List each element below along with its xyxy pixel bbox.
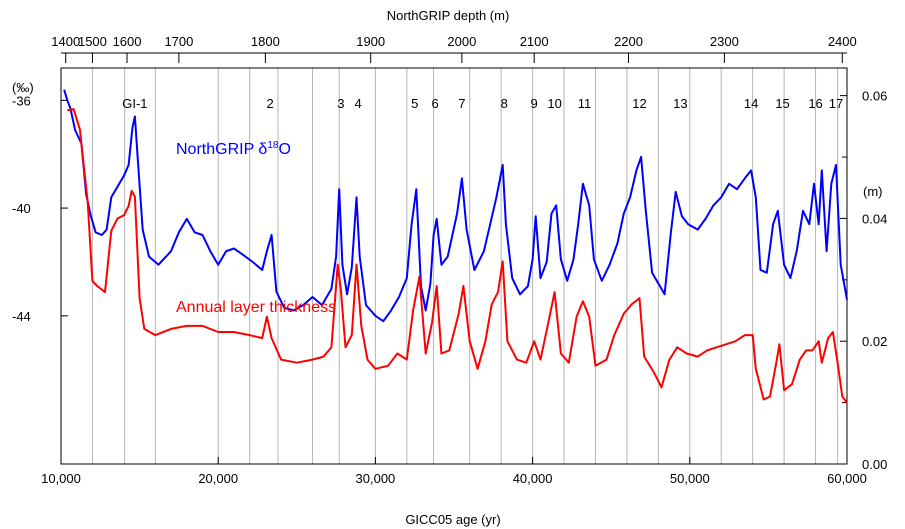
bottom-axis-title: GICC05 age (yr) <box>405 512 500 527</box>
interstadial-label: 9 <box>531 96 538 111</box>
bottom-axis-tick-label: 20,000 <box>198 471 238 486</box>
left-axis: -36 -40 -44 <box>12 93 68 324</box>
top-axis-tick-label: 2100 <box>520 34 549 49</box>
top-axis-tick-label: 2200 <box>614 34 643 49</box>
top-axis-tick-label: 1500 <box>78 34 107 49</box>
top-axis-tick-label: 2300 <box>710 34 739 49</box>
series-label-d18o-base: NorthGRIP δ <box>176 141 267 158</box>
right-axis-unit: (m) <box>863 184 883 199</box>
left-axis-unit: (‰) <box>12 80 34 95</box>
interstadial-label: 6 <box>432 96 439 111</box>
interstadial-label: 10 <box>547 96 561 111</box>
series-label-thickness: Annual layer thickness <box>176 299 336 316</box>
right-axis-tick-label: 0.02 <box>862 334 887 349</box>
right-axis-tick-label: 0.04 <box>862 211 887 226</box>
top-axis-tick-label: 1600 <box>113 34 142 49</box>
interstadial-label: 11 <box>578 96 592 111</box>
series-line-layer-thickness <box>67 108 848 404</box>
interstadial-label: 5 <box>411 96 418 111</box>
left-axis-tick-label: -44 <box>12 309 31 324</box>
top-axis-tick-label: 1900 <box>356 34 385 49</box>
top-axis-tick-label: 1400 <box>51 34 80 49</box>
top-axis-tick-label: 2000 <box>447 34 476 49</box>
interstadial-label: 12 <box>632 96 646 111</box>
right-axis-tick-label: 0.00 <box>862 457 887 472</box>
plot-frame <box>60 67 848 465</box>
bottom-axis-tick-label: 50,000 <box>670 471 710 486</box>
right-axis-tick-label: 0.06 <box>862 89 887 104</box>
interstadial-label: 14 <box>744 96 758 111</box>
interstadial-label: 7 <box>458 96 465 111</box>
top-axis-tick-label: 1700 <box>164 34 193 49</box>
interstadial-label: 13 <box>673 96 687 111</box>
left-axis-tick-label: -36 <box>12 93 31 108</box>
series-line-d18o <box>63 89 848 323</box>
interstadial-label: 16 <box>808 96 822 111</box>
interstadial-label: 8 <box>501 96 508 111</box>
bottom-axis-tick-label: 10,000 <box>41 471 81 486</box>
interstadial-label: 3 <box>337 96 344 111</box>
bottom-axis-tick-label: 40,000 <box>513 471 553 486</box>
top-axis-tick-label: 1800 <box>251 34 280 49</box>
top-axis-title: NorthGRIP depth (m) <box>387 8 510 23</box>
series-label-d18o-sup: 18 <box>267 140 279 151</box>
interstadial-label: 4 <box>354 96 361 111</box>
bottom-axis-tick-label: 60,000 <box>827 471 867 486</box>
interstadial-label: GI-1 <box>122 96 147 111</box>
interstadial-label: 15 <box>775 96 789 111</box>
top-axis-tick-label: 2400 <box>828 34 857 49</box>
right-axis: 0.00 0.02 0.04 0.06 <box>840 89 887 472</box>
interstadial-label: 17 <box>829 96 843 111</box>
series-label-d18o: NorthGRIP δ18O <box>176 140 291 158</box>
bottom-axis: 10,000 20,000 30,000 40,000 50,000 60,000 <box>41 457 867 486</box>
interstadial-labels: GI-1 2 3 4 5 6 7 8 9 10 11 12 13 14 15 16 17 <box>122 96 843 111</box>
interstadial-label: 2 <box>266 96 273 111</box>
series-label-d18o-tail: O <box>278 141 290 158</box>
bottom-axis-tick-label: 30,000 <box>356 471 396 486</box>
left-axis-tick-label: -40 <box>12 201 31 216</box>
vertical-gridlines <box>91 68 839 464</box>
